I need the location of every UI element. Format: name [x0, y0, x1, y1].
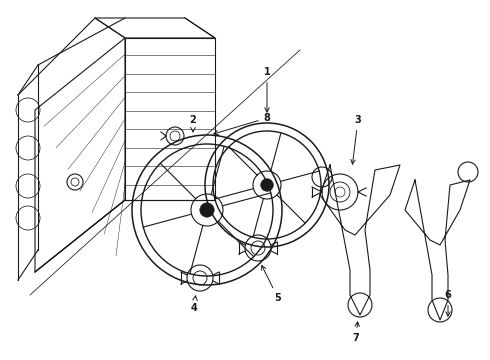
Text: 6: 6	[444, 290, 451, 316]
Text: 1: 1	[264, 67, 270, 112]
Text: 5: 5	[262, 265, 281, 303]
Text: 4: 4	[191, 296, 197, 313]
Text: 8: 8	[214, 113, 270, 135]
Text: 7: 7	[353, 322, 359, 343]
Circle shape	[200, 203, 214, 217]
Text: 3: 3	[351, 115, 361, 164]
Circle shape	[261, 179, 273, 191]
Text: 2: 2	[190, 115, 196, 132]
